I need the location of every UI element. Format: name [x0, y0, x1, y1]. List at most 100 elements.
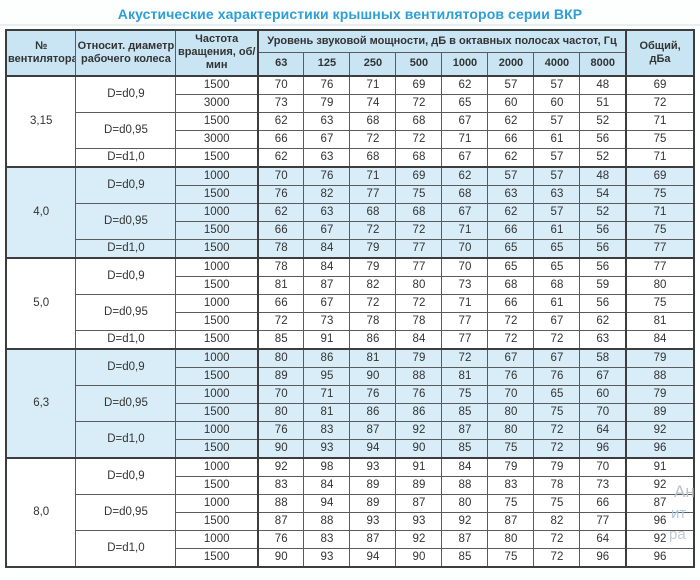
level-cell: 59: [579, 275, 627, 295]
level-cell: 68: [533, 275, 581, 295]
level-cell: 89: [256, 366, 305, 386]
level-cell: 88: [256, 493, 305, 513]
total-cell: 75: [625, 184, 695, 204]
level-cell: 57: [487, 165, 535, 186]
level-cell: 94: [349, 547, 397, 568]
frequency-header: 2000: [487, 52, 535, 77]
level-cell: 93: [303, 438, 351, 459]
level-cell: 88: [441, 475, 489, 495]
level-cell: 69: [395, 165, 443, 186]
table-row: 8,0 D=d0,9 1000 92 98 93 91 84 79 79 70 91: [5, 456, 695, 568]
level-cell: 90: [349, 366, 397, 386]
level-cell: 87: [441, 420, 489, 440]
header-diameter: Относит. диаметр рабочего колеса: [75, 29, 177, 77]
level-cell: 90: [395, 547, 443, 568]
level-cell: 52: [579, 202, 627, 222]
level-cell: 66: [487, 293, 535, 313]
level-cell: 62: [441, 165, 489, 186]
level-cell: 68: [395, 202, 443, 222]
divider: [0, 24, 700, 26]
table-header: № вентилятора Относит. диаметр рабочего …: [5, 29, 695, 77]
level-cell: 62: [441, 74, 489, 95]
level-cell: 56: [579, 238, 627, 259]
level-cell: 80: [487, 420, 535, 440]
speed-cell: 1000: [175, 529, 259, 549]
total-cell: 92: [625, 420, 695, 440]
level-cell: 90: [395, 438, 443, 459]
level-cell: 98: [303, 456, 351, 477]
diameter-cell: D=d1,0: [75, 238, 177, 259]
level-cell: 57: [533, 147, 581, 168]
total-cell: 79: [625, 347, 695, 368]
total-cell: 69: [625, 165, 695, 186]
level-cell: 51: [579, 93, 627, 113]
level-cell: 65: [487, 256, 535, 277]
level-cell: 82: [303, 184, 351, 204]
total-cell: 69: [625, 74, 695, 95]
level-cell: 89: [349, 475, 397, 495]
level-cell: 62: [256, 147, 305, 168]
diameter-cell: D=d0,9: [75, 256, 177, 295]
level-cell: 83: [256, 475, 305, 495]
table-row: D=d0,95 1000 88 94 89 87 80 75 75 66 87: [6, 493, 695, 531]
level-cell: 83: [487, 475, 535, 495]
total-cell: 92: [625, 529, 695, 549]
speed-cell: 1000: [175, 202, 259, 222]
level-cell: 80: [256, 402, 305, 422]
fan-number-cell: 5,0: [5, 256, 77, 350]
table-row: 1500 89 95 90 88 81 76 76 67 88: [6, 366, 695, 386]
level-cell: 62: [256, 202, 305, 222]
level-cell: 61: [533, 220, 581, 240]
level-cell: 80: [487, 529, 535, 549]
level-cell: 72: [395, 129, 443, 149]
level-cell: 71: [303, 384, 351, 404]
level-cell: 67: [441, 147, 489, 168]
level-cell: 93: [303, 547, 351, 568]
level-cell: 71: [349, 165, 397, 186]
level-cell: 72: [533, 420, 581, 440]
level-cell: 57: [487, 74, 535, 95]
level-cell: 72: [349, 293, 397, 313]
level-cell: 85: [441, 438, 489, 459]
level-cell: 75: [441, 384, 489, 404]
acoustic-characteristics-table: № вентилятора Относит. диаметр рабочего …: [4, 29, 696, 568]
speed-cell: 1500: [175, 74, 259, 95]
level-cell: 77: [395, 238, 443, 259]
diameter-cell: D=d0,95: [75, 493, 177, 531]
level-cell: 62: [487, 111, 535, 131]
level-cell: 81: [349, 347, 397, 368]
table-row: D=d1,0 1000 76 83 87 92 87 80 72 64 92: [6, 420, 695, 459]
level-cell: 76: [395, 384, 443, 404]
level-cell: 66: [487, 129, 535, 149]
table-row: D=d0,95 1500 62 63 68 68 67 62 57 52 71: [6, 111, 695, 149]
level-cell: 65: [533, 256, 581, 277]
level-cell: 72: [533, 547, 581, 568]
level-cell: 48: [579, 165, 627, 186]
level-cell: 65: [533, 238, 581, 259]
frequency-header: 1000: [441, 52, 489, 77]
level-cell: 76: [256, 529, 305, 549]
speed-cell: 3000: [175, 93, 259, 113]
level-cell: 67: [533, 311, 581, 331]
level-cell: 96: [579, 547, 627, 568]
speed-cell: 1500: [175, 184, 259, 204]
level-cell: 70: [256, 74, 305, 95]
level-cell: 83: [303, 420, 351, 440]
level-cell: 80: [395, 275, 443, 295]
total-cell: 77: [625, 256, 695, 277]
level-cell: 70: [579, 402, 627, 422]
level-cell: 79: [303, 93, 351, 113]
level-cell: 84: [303, 475, 351, 495]
level-cell: 67: [441, 111, 489, 131]
level-cell: 67: [487, 347, 535, 368]
table-row: 3000 66 67 72 72 71 66 61 56 75: [6, 129, 695, 149]
table-row: 1500 80 81 86 86 85 80 75 70 89: [6, 402, 695, 422]
header-speed: Частота вращения, об/мин: [175, 29, 259, 77]
level-cell: 70: [487, 384, 535, 404]
level-cell: 71: [441, 293, 489, 313]
speed-cell: 3000: [175, 129, 259, 149]
speed-cell: 1000: [175, 493, 259, 513]
level-cell: 52: [579, 111, 627, 131]
level-cell: 77: [579, 511, 627, 531]
level-cell: 72: [533, 329, 581, 350]
